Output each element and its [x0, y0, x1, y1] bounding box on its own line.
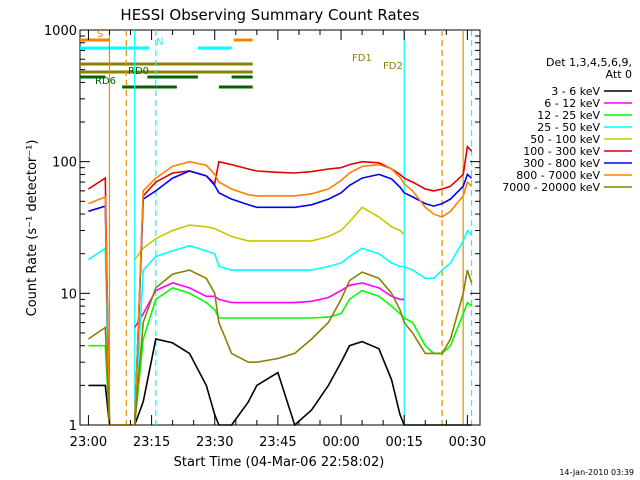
- x-axis-ticks: 23:00 23:15 23:30 23:45 00:00 00:15 00:30: [70, 30, 486, 450]
- y-tick-label: 1000: [44, 24, 77, 39]
- x-tick-label: 00:00: [322, 435, 359, 450]
- series-line: [88, 160, 473, 426]
- y-tick-label: 10: [60, 287, 77, 302]
- series-line: [87, 229, 473, 426]
- series-line: [87, 144, 473, 426]
- flag-bars: S N FD1 FD2 RD0 RD6: [80, 29, 403, 89]
- series-line: [134, 206, 405, 261]
- legend-label: 12 - 25 keV: [537, 109, 600, 122]
- x-tick-label: 23:45: [259, 435, 296, 450]
- series-line: [87, 269, 473, 426]
- y-axis-ticks: 1 10 100 1000: [44, 24, 480, 434]
- flag-label: RD6: [95, 76, 116, 87]
- series-line: [88, 170, 473, 426]
- legend-label: 300 - 800 keV: [523, 157, 600, 170]
- legend-label: 7000 - 20000 keV: [502, 181, 600, 194]
- legend-header-line2: Att 0: [606, 68, 632, 81]
- y-tick-label: 1: [69, 419, 77, 434]
- legend-label: 25 - 50 keV: [537, 121, 600, 134]
- x-tick-label: 00:30: [449, 435, 486, 450]
- flag-label: N: [156, 37, 163, 48]
- legend-label: 800 - 7000 keV: [516, 169, 600, 182]
- flag-label: RD0: [128, 66, 149, 77]
- x-tick-label: 23:15: [133, 435, 170, 450]
- series-line: [134, 282, 405, 328]
- y-tick-label: 100: [52, 156, 77, 171]
- legend-label: 6 - 12 keV: [544, 97, 600, 110]
- flag-label: FD2: [383, 61, 403, 72]
- x-axis-label: Start Time (04-Mar-06 22:58:02): [174, 455, 385, 470]
- x-tick-label: 23:00: [70, 435, 107, 450]
- legend-label: 50 - 100 keV: [530, 133, 600, 146]
- flag-label: FD1: [352, 53, 372, 64]
- plot-frame: [79, 29, 481, 426]
- series-lines: [87, 144, 473, 427]
- legend-label: 100 - 300 keV: [523, 145, 600, 158]
- mode-change-lines: [108, 30, 473, 425]
- x-tick-label: 23:30: [196, 435, 233, 450]
- legend-label: 3 - 6 keV: [551, 85, 600, 98]
- x-tick-label: 00:15: [385, 435, 422, 450]
- series-line: [88, 287, 473, 426]
- flag-label: S: [97, 29, 103, 40]
- y-axis-label: Count Rate (s⁻¹ detector⁻¹): [25, 140, 40, 317]
- chart-title: HESSI Observing Summary Count Rates: [120, 6, 419, 24]
- legend-header-line1: Det 1,3,4,5,6,9,: [546, 56, 632, 69]
- timestamp: 14-Jan-2010 03:39: [559, 468, 634, 477]
- series-line: [88, 338, 472, 427]
